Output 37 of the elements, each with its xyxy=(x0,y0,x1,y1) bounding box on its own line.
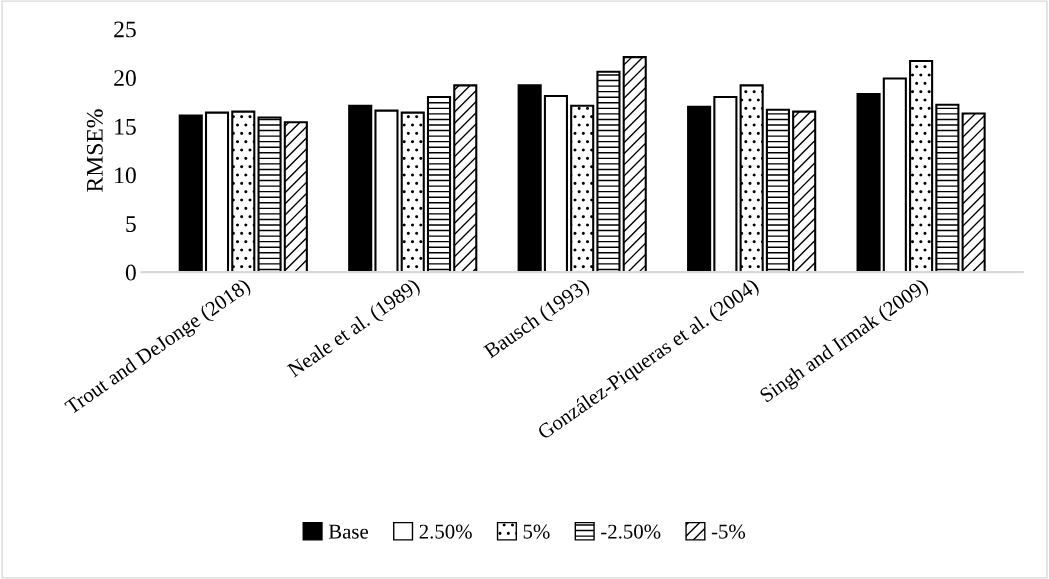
bar xyxy=(374,109,399,273)
y-axis-title: RMSE% xyxy=(86,109,103,192)
bar xyxy=(348,104,373,273)
bar xyxy=(231,110,256,273)
y-tick-label: 0 xyxy=(125,264,136,281)
bar xyxy=(426,96,452,273)
legend-label: Base xyxy=(328,524,369,539)
bar xyxy=(204,111,230,273)
y-tick-label: 20 xyxy=(114,70,136,87)
bar xyxy=(257,116,282,273)
legend-label: -5% xyxy=(711,524,746,539)
bar xyxy=(517,84,542,273)
bar xyxy=(283,121,308,273)
bar xyxy=(765,108,790,273)
bar xyxy=(596,70,621,273)
y-tick-label: 10 xyxy=(115,167,136,184)
bar xyxy=(687,105,712,273)
y-tick-label: 15 xyxy=(115,118,136,135)
bar xyxy=(792,110,817,273)
bar xyxy=(713,96,738,273)
bar xyxy=(739,84,764,273)
legend-label: -2.50% xyxy=(601,524,661,539)
legend-label: 5% xyxy=(523,524,550,539)
bar xyxy=(856,93,881,273)
bar xyxy=(453,84,478,273)
bar xyxy=(961,112,986,273)
bar xyxy=(570,104,595,273)
bar xyxy=(178,114,203,273)
bar xyxy=(622,56,647,273)
bar xyxy=(882,77,907,273)
y-tick-label: 25 xyxy=(114,21,136,38)
bar xyxy=(935,103,960,273)
legend-label: 2.50% xyxy=(419,524,472,539)
y-tick-label: 5 xyxy=(126,216,136,232)
bar xyxy=(909,60,934,273)
bar xyxy=(543,95,568,273)
bar xyxy=(400,111,425,273)
